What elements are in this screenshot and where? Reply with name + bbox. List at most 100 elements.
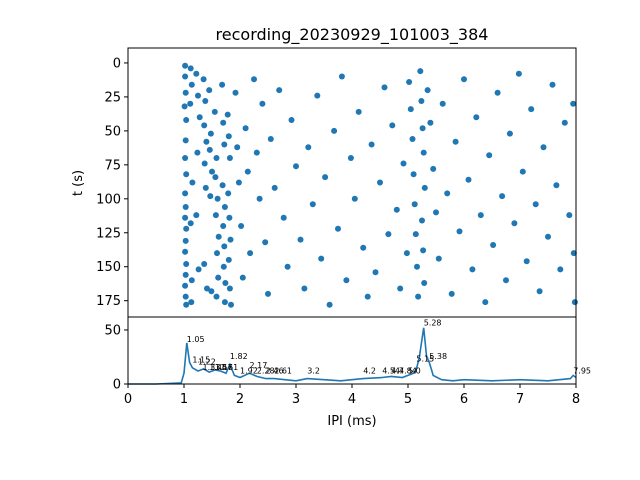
scatter-point (419, 217, 425, 224)
scatter-point (196, 114, 203, 121)
peak-label: 2.17 (250, 361, 268, 370)
scatter-point (318, 255, 325, 262)
scatter-point (187, 65, 194, 72)
scatter-point (187, 220, 194, 227)
scatter-point (430, 165, 437, 172)
scatter-point (202, 184, 209, 191)
peak-label: 2.28 (257, 366, 275, 375)
scatter-point (343, 277, 350, 284)
scatter-point (189, 179, 196, 186)
peak-label: 1.61 (220, 363, 238, 372)
scatter-point (201, 261, 208, 267)
scatter-point (482, 299, 489, 306)
scatter-point (206, 146, 213, 153)
scatter-point (284, 263, 291, 270)
scatter-point (256, 195, 263, 202)
peak-label: 1.57 (215, 363, 233, 372)
scatter-point (242, 125, 249, 132)
scatter-point (410, 171, 417, 178)
peak-label: 1.33 (203, 363, 221, 372)
scatter-point (182, 62, 189, 69)
scatter-point (221, 204, 228, 210)
scatter-panel: 0 25 50 75 100 125 150 175 t (s) (71, 47, 578, 318)
scatter-point (215, 233, 222, 240)
scatter-point (377, 179, 383, 186)
scatter-point (201, 122, 208, 129)
scatter-point (338, 73, 345, 80)
scatter-point (194, 149, 201, 156)
peak-label: 5.15 (416, 354, 434, 363)
scatter-point (461, 76, 467, 83)
scatter-y-tick-label: 175 (96, 294, 121, 309)
scatter-point (244, 168, 251, 175)
scatter-point (219, 81, 226, 88)
scatter-point (331, 127, 338, 134)
scatter-point (203, 138, 210, 145)
scatter-point (412, 231, 419, 238)
scatter-point (225, 256, 232, 263)
scatter-point (207, 130, 214, 137)
scatter-point (195, 92, 201, 99)
scatter-point (259, 100, 266, 107)
ipi-x-tick-label: 0 (124, 392, 132, 407)
scatter-point (499, 193, 506, 200)
scatter-point (187, 100, 194, 107)
scatter-point (214, 250, 220, 257)
scatter-point (213, 155, 220, 161)
scatter-point (372, 269, 379, 276)
scatter-point (571, 299, 578, 306)
scatter-point (183, 261, 190, 267)
scatter-point (234, 144, 241, 151)
scatter-point (226, 155, 233, 161)
scatter-point (182, 248, 189, 255)
scatter-point (193, 70, 200, 77)
scatter-point (182, 237, 189, 244)
scatter-point (309, 201, 316, 208)
scatter-point (213, 293, 220, 300)
scatter-point (406, 79, 413, 85)
peak-label: 5.38 (429, 352, 447, 361)
scatter-point (221, 141, 228, 148)
peak-label: 7.95 (573, 366, 591, 375)
scatter-point (221, 299, 228, 306)
scatter-point (419, 125, 426, 132)
scatter-point (545, 233, 551, 240)
peak-label: 1.05 (187, 335, 205, 344)
scatter-point (212, 174, 219, 181)
scatter-point (355, 108, 362, 115)
scatter-point (293, 163, 299, 170)
scatter-y-tick-label: 25 (104, 90, 121, 105)
scatter-point (188, 299, 195, 306)
scatter-point (188, 81, 195, 88)
scatter-point (420, 247, 427, 254)
scatter-point (215, 274, 222, 281)
scatter-point (182, 214, 189, 221)
scatter-point (226, 214, 233, 221)
scatter-point (403, 250, 410, 257)
scatter-point (238, 223, 245, 229)
peak-annotations: 1.05 1.151.221.331.441.571.61 1.82 1.922.17… (187, 319, 591, 376)
scatter-point (201, 160, 208, 167)
scatter-point (182, 89, 189, 96)
ipi-x-axis: 0 1 2 3 4 5 6 7 8 (124, 384, 580, 407)
scatter-point (421, 280, 428, 286)
scatter-point (314, 92, 321, 99)
scatter-point (262, 239, 269, 246)
scatter-point (211, 108, 218, 115)
chart-title: recording_20230929_101003_384 (216, 25, 489, 45)
scatter-y-tick-label: 125 (96, 226, 121, 241)
scatter-point (519, 168, 526, 175)
scatter-point (251, 76, 257, 83)
scatter-point (456, 228, 463, 235)
scatter-y-tick-label: 75 (104, 158, 121, 173)
scatter-point (182, 73, 189, 80)
peak-label: 1.92 (240, 366, 258, 375)
scatter-point (511, 220, 518, 227)
ipi-y-axis: 0 50 (104, 323, 128, 393)
peak-label: 1.15 (192, 356, 210, 365)
scatter-point (239, 274, 246, 281)
scatter-point (494, 89, 501, 96)
peak-label: 4.54 (382, 366, 400, 375)
scatter-point (301, 285, 308, 292)
scatter-point (182, 271, 189, 278)
